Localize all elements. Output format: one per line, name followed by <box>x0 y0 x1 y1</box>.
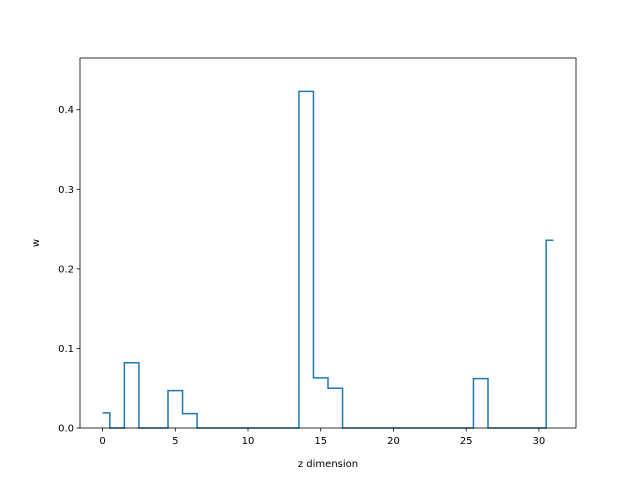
x-tick-label: 0 <box>99 436 105 447</box>
y-tick-label: 0.1 <box>58 344 74 355</box>
y-tick-label: 0.2 <box>58 264 74 275</box>
x-tick-label: 15 <box>314 436 327 447</box>
y-tick-label: 0.0 <box>58 424 74 435</box>
plot-area <box>80 58 576 428</box>
x-tick-label: 25 <box>460 436 473 447</box>
y-tick-label: 0.4 <box>58 105 74 116</box>
x-axis-label: z dimension <box>298 459 358 470</box>
x-tick-label: 5 <box>172 436 178 447</box>
x-tick-label: 10 <box>242 436 255 447</box>
axes-frame <box>79 57 577 429</box>
x-tick-label: 30 <box>533 436 546 447</box>
y-axis-label: w <box>31 239 42 247</box>
y-axis-ticks: 0.0 0.1 0.2 0.3 0.4 <box>58 105 80 435</box>
y-tick-label: 0.3 <box>58 185 74 196</box>
x-tick-label: 20 <box>387 436 400 447</box>
